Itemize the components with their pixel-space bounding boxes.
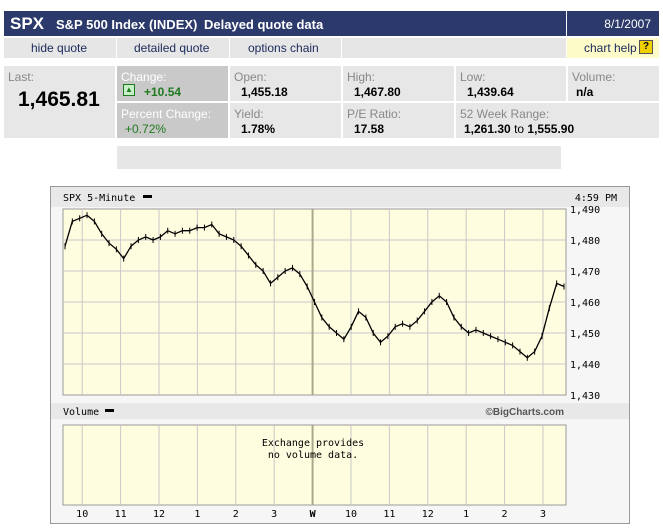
- yield-cell: Yield: 1.78%: [230, 103, 341, 138]
- ticker-symbol: SPX: [10, 14, 45, 33]
- high-value: 1,467.80: [354, 85, 401, 99]
- change-label: Change:: [121, 70, 167, 84]
- link-row-spacer: [342, 38, 566, 58]
- options-chain-link[interactable]: options chain: [230, 38, 341, 58]
- low-cell: Low: 1,439.64: [456, 66, 566, 101]
- quote-date-box: 8/1/2007: [567, 11, 659, 36]
- yield-value: 1.78%: [241, 122, 276, 136]
- up-arrow-icon: ▲: [123, 84, 135, 96]
- price-grid: [63, 209, 566, 395]
- chart-help-link[interactable]: chart help ?: [567, 38, 659, 58]
- volume-grid: [81, 425, 544, 505]
- volume-note-1: Exchange provides: [262, 438, 364, 449]
- x-tick-label: 3: [271, 509, 277, 520]
- low-value: 1,439.64: [467, 85, 514, 99]
- week52-range-value: 1,261.30 to 1,555.90: [464, 122, 574, 136]
- last-label: Last:: [8, 70, 35, 84]
- x-tick-label: 11: [115, 509, 127, 520]
- last-cell: Last: 1,465.81: [4, 66, 115, 138]
- week52-range-to: to: [514, 122, 525, 136]
- y-tick-label: 1,450: [570, 329, 600, 340]
- open-label: Open:: [234, 70, 267, 84]
- x-tick-label: 10: [76, 509, 88, 520]
- percent-change-label: Percent Change:: [121, 107, 212, 121]
- change-cell: Change: ▲ +10.54: [117, 66, 228, 101]
- chart-help-label: chart help: [584, 41, 637, 55]
- index-name: S&P 500 Index (INDEX): [56, 17, 198, 32]
- pe-ratio-cell: P/E Ratio: 17.58: [343, 103, 454, 138]
- x-tick-label: 2: [233, 509, 239, 520]
- volume-title: Volume: [63, 407, 99, 418]
- x-tick-label: 12: [153, 509, 165, 520]
- chart-svg: SPX 5-Minute 4:59 PM 1,490 1,480 1,470 1,46…: [51, 187, 629, 520]
- week52-range-low: 1,261.30: [464, 122, 511, 136]
- yield-label: Yield:: [234, 107, 264, 121]
- week52-range-label: 52 Week Range:: [460, 107, 550, 121]
- y-tick-label: 1,490: [570, 205, 600, 216]
- x-tick-label: 11: [383, 509, 395, 520]
- volume-value: n/a: [576, 85, 594, 99]
- low-label: Low:: [460, 70, 486, 84]
- x-tick-label: 3: [540, 509, 546, 520]
- x-tick-label: 12: [422, 509, 434, 520]
- options-chain-label: options chain: [248, 41, 319, 55]
- volume-note-2: no volume data.: [268, 450, 358, 461]
- open-value: 1,455.18: [241, 85, 288, 99]
- volume-label: Volume:: [572, 70, 616, 84]
- price-series: [64, 212, 565, 361]
- y-tick-label: 1,460: [570, 298, 600, 309]
- open-cell: Open: 1,455.18: [230, 66, 341, 101]
- x-tick-label: 2: [502, 509, 508, 520]
- delay-note: Delayed quote data: [204, 17, 324, 32]
- percent-change-value: +0.72%: [125, 122, 167, 136]
- x-tick-label: 10: [345, 509, 357, 520]
- y-tick-label: 1,480: [570, 236, 600, 247]
- volume-title-bar: [51, 403, 629, 419]
- week52-range-high: 1,555.90: [527, 122, 575, 136]
- price-chart[interactable]: SPX 5-Minute 4:59 PM 1,490 1,480 1,470 1,46…: [50, 186, 630, 524]
- help-icon[interactable]: ?: [639, 40, 653, 54]
- x-axis-labels: 10 11 12 1 2 3 W 10 11 12 1 2 3: [76, 509, 546, 520]
- detailed-quote-link[interactable]: detailed quote: [117, 38, 229, 58]
- quote-footer-bar: [117, 146, 561, 169]
- pe-ratio-value: 17.58: [354, 122, 385, 136]
- y-axis-ticks: 1,490 1,480 1,470 1,460 1,450 1,440 1,430: [570, 205, 600, 402]
- hide-quote-label: hide quote: [31, 41, 88, 55]
- y-tick-label: 1,440: [570, 360, 600, 371]
- detailed-quote-label: detailed quote: [134, 41, 210, 55]
- y-tick-label: 1,470: [570, 267, 600, 278]
- series-legend-swatch: [143, 195, 152, 198]
- bigcharts-watermark: ©BigCharts.com: [486, 407, 565, 418]
- chart-title: SPX 5-Minute: [63, 193, 135, 204]
- y-tick-label: 1,430: [570, 391, 600, 402]
- high-cell: High: 1,467.80: [343, 66, 454, 101]
- chart-title-bar: [51, 187, 629, 207]
- volume-legend-swatch: [105, 409, 114, 412]
- high-label: High:: [347, 70, 376, 84]
- week52-range-cell: 52 Week Range: 1,261.30 to 1,555.90: [456, 103, 659, 138]
- hide-quote-link[interactable]: hide quote: [4, 38, 116, 58]
- x-tick-label: 1: [463, 509, 469, 520]
- pe-ratio-label: P/E Ratio:: [347, 107, 402, 121]
- quote-date: 8/1/2007: [604, 17, 651, 31]
- x-tick-label: W: [310, 509, 317, 520]
- chart-time: 4:59 PM: [575, 193, 617, 204]
- last-value: 1,465.81: [18, 88, 100, 111]
- volume-cell: Volume: n/a: [568, 66, 659, 101]
- quote-header: SPX S&P 500 Index (INDEX) Delayed quote …: [4, 11, 566, 36]
- volume-plot-area: [62, 424, 567, 506]
- change-value: +10.54: [144, 85, 182, 99]
- percent-change-cell: Percent Change: +0.72%: [117, 103, 228, 138]
- x-tick-label: 1: [194, 509, 200, 520]
